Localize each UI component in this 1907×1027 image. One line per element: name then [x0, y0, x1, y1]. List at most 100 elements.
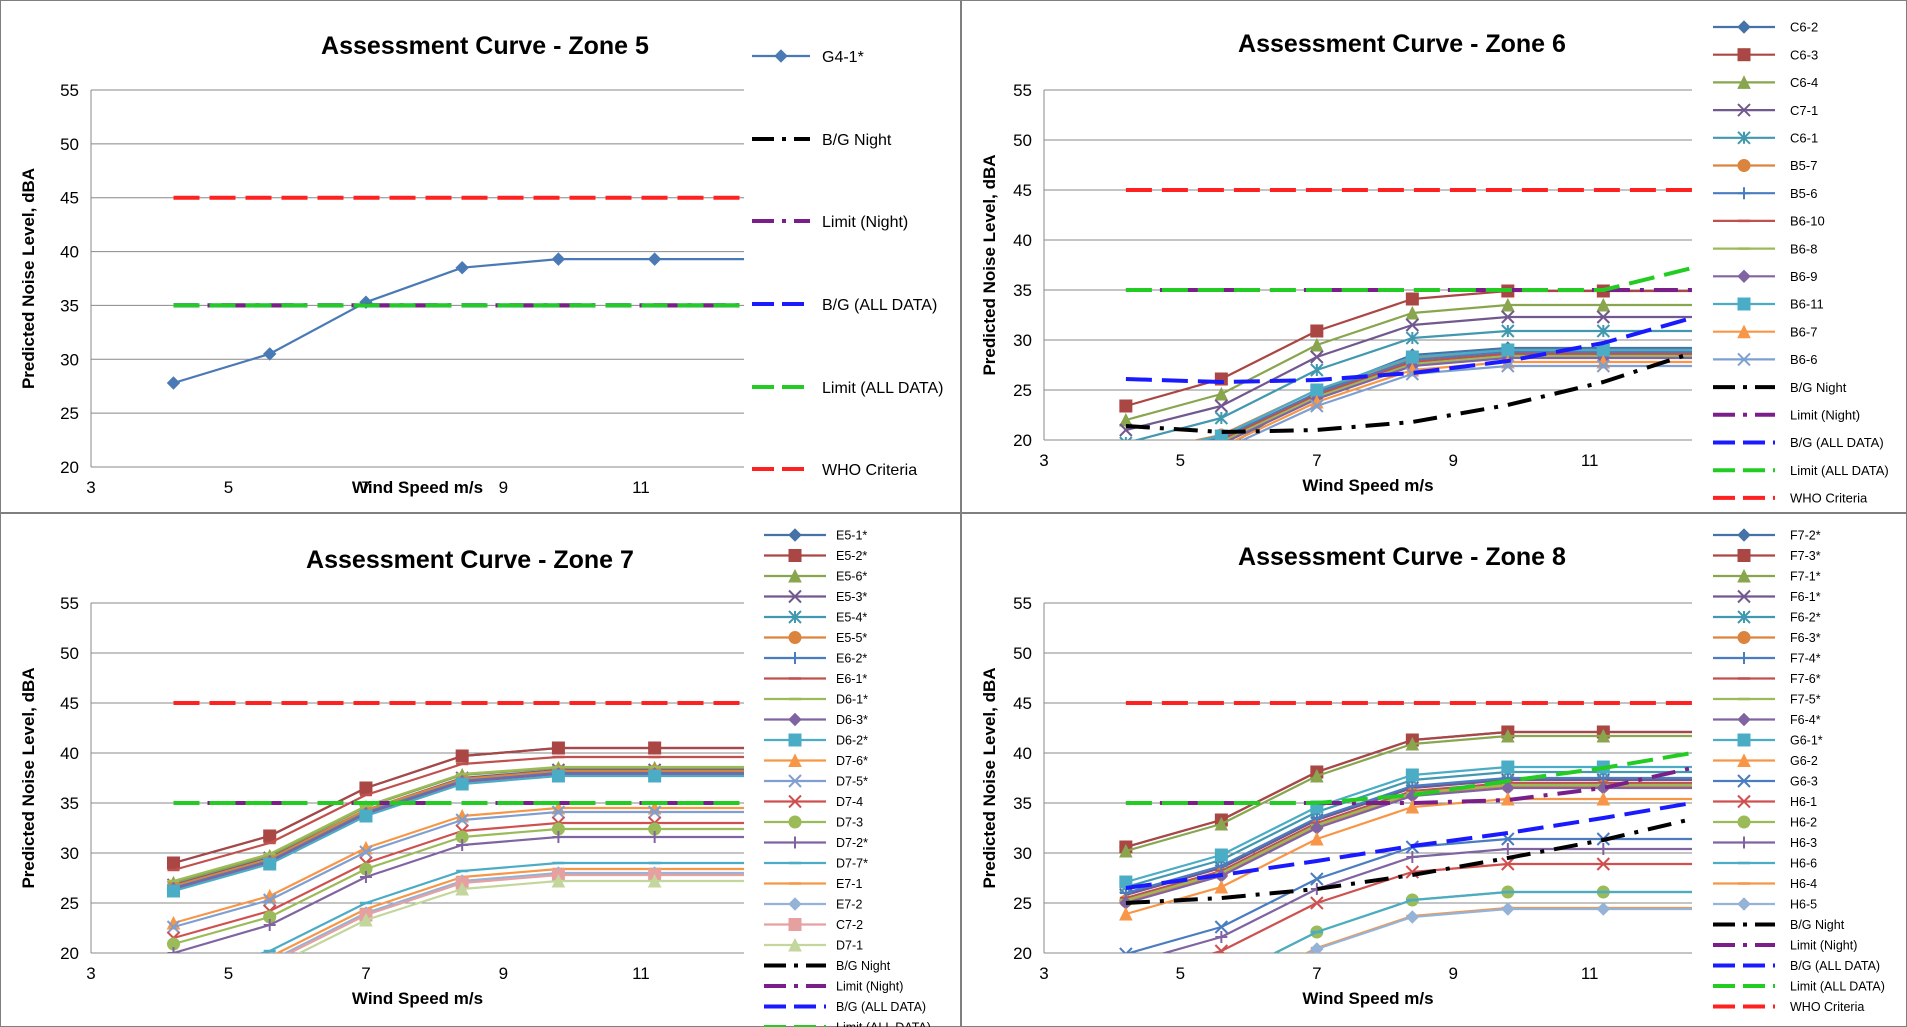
data-point [1119, 412, 1133, 427]
y-tick-label: 40 [1013, 744, 1032, 763]
data-point [551, 805, 566, 819]
data-point [1405, 331, 1420, 345]
series-line [1125, 801, 1692, 890]
legend-item: B/G (ALL DATA) [1713, 959, 1880, 973]
plot-area [1119, 701, 1692, 953]
legend-marker [1737, 352, 1751, 367]
legend-marker [1738, 836, 1750, 849]
series-line [1125, 751, 1692, 805]
legend-item: C6-1 [1713, 130, 1818, 145]
series-d6-2 [166, 769, 744, 898]
legend-item: B/G Night [752, 132, 892, 149]
legend-label: B5-6 [1790, 186, 1817, 201]
data-point [1214, 944, 1229, 953]
chart-border [961, 513, 1907, 1027]
legend-label: H6-4 [1790, 877, 1817, 891]
legend-marker [788, 631, 802, 644]
legend-label: C6-4 [1790, 75, 1818, 90]
legend-marker [788, 589, 802, 604]
data-point [455, 261, 469, 275]
legend-item: D7-2* [764, 836, 868, 850]
x-axis-label: Wind Speed m/s [352, 478, 483, 497]
series-line [1125, 316, 1692, 384]
series-c6-4 [1119, 297, 1692, 427]
series-e5-2 [166, 741, 744, 870]
data-point [1405, 350, 1419, 364]
data-point [263, 893, 277, 907]
data-point [1310, 337, 1324, 352]
data-point [1501, 760, 1515, 774]
legend-item: E7-1 [764, 877, 862, 891]
x-tick-label: 5 [224, 964, 233, 983]
legend-item: B6-6 [1713, 352, 1817, 367]
data-point [1501, 728, 1515, 743]
series-d7-7 [258, 861, 744, 953]
legend-label: Limit (ALL DATA) [1790, 980, 1885, 994]
legend-marker [1737, 159, 1751, 172]
series-b-g-all-data [1125, 801, 1692, 890]
legend-item: Limit (Night) [1713, 939, 1857, 953]
data-point [1501, 843, 1514, 855]
chart-title: Assessment Curve - Zone 8 [1238, 543, 1566, 571]
legend-item: B/G (ALL DATA) [1713, 435, 1884, 450]
x-tick-label: 5 [1176, 451, 1185, 470]
data-point [166, 856, 180, 870]
legend-item: D7-6* [764, 753, 868, 768]
y-tick-label: 45 [1013, 694, 1032, 713]
legend-label: G6-1* [1790, 734, 1823, 748]
data-point [1405, 799, 1420, 814]
legend-label: D7-4 [836, 795, 863, 809]
data-point [166, 884, 180, 898]
legend-label: B5-7 [1790, 158, 1817, 173]
legend-item: F7-6* [1713, 672, 1821, 686]
data-point [455, 777, 469, 791]
legend-item: Limit (ALL DATA) [1713, 980, 1885, 994]
legend-item: Limit (Night) [752, 214, 908, 231]
legend-label: F7-4* [1790, 652, 1821, 666]
legend-marker [1737, 269, 1751, 284]
legend-label: B/G Night [1790, 918, 1845, 932]
legend-marker [1737, 815, 1751, 829]
data-point [1596, 324, 1611, 338]
legend-item: G4-1* [752, 49, 864, 66]
data-point [1406, 851, 1419, 863]
y-tick-label: 20 [1013, 431, 1032, 450]
legend-item: D7-5* [764, 774, 868, 789]
series-limit-all-data [1125, 266, 1692, 292]
data-point [551, 769, 565, 783]
data-point [455, 749, 469, 763]
data-point [1596, 902, 1611, 916]
legend-label: F7-3* [1790, 549, 1821, 563]
y-tick-label: 35 [1013, 794, 1032, 813]
x-tick-label: 11 [632, 478, 650, 497]
legend-marker [788, 610, 802, 624]
plot-area [166, 195, 744, 390]
legend-label: E6-1* [836, 672, 867, 686]
legend-label: F6-2* [1790, 611, 1821, 625]
series-line [1125, 351, 1692, 434]
data-point [1501, 857, 1515, 871]
data-point [1596, 728, 1611, 743]
legend-marker [1737, 528, 1751, 542]
y-tick-label: 50 [1013, 644, 1032, 663]
legend-item: E5-2* [764, 549, 867, 563]
y-axis-label: Predicted Noise Level, dBA [980, 667, 999, 888]
legend-item: G6-3 [1713, 774, 1818, 789]
legend-item: G6-1* [1713, 733, 1823, 748]
x-tick-label: 5 [1176, 964, 1185, 983]
legend-marker [1738, 187, 1750, 200]
legend-marker [1737, 631, 1751, 644]
legend-label: C6-2 [1790, 20, 1818, 35]
legend-item: E5-1* [764, 528, 867, 543]
series-b6-6 [1240, 359, 1692, 440]
legend-marker [1737, 131, 1751, 145]
data-point [1214, 879, 1229, 894]
chart-title: Assessment Curve - Zone 6 [1238, 30, 1566, 58]
y-tick-label: 20 [1013, 944, 1032, 963]
legend-label: WHO Criteria [1790, 1000, 1864, 1014]
legend-label: F7-5* [1790, 693, 1821, 707]
data-point [1119, 843, 1133, 858]
data-point [551, 873, 566, 888]
legend-label: C6-3 [1790, 47, 1818, 62]
